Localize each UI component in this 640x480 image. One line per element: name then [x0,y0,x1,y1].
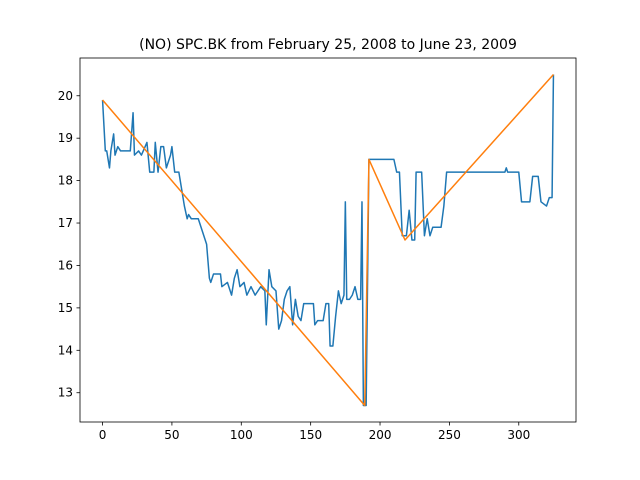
data-line [101,74,555,407]
x-tick-label: 150 [299,428,322,442]
data-line [101,74,555,407]
y-tick-label: 19 [58,131,73,145]
x-tick-label: 100 [230,428,253,442]
x-tick-label: 250 [438,428,461,442]
x-tick-label: 50 [164,428,179,442]
x-tick-label: 0 [99,428,107,442]
y-tick-label: 13 [58,386,73,400]
y-tick-label: 16 [58,258,73,272]
x-tick-label: 300 [507,428,530,442]
axes-frame [79,57,577,423]
x-tick-label: 200 [369,428,392,442]
y-tick-label: 20 [58,89,73,103]
y-tick-label: 18 [58,174,73,188]
y-tick-label: 14 [58,343,73,357]
y-tick-label: 15 [58,301,73,315]
y-tick-label: 17 [58,216,73,230]
chart-title: (NO) SPC.BK from February 25, 2008 to Ju… [139,37,517,53]
